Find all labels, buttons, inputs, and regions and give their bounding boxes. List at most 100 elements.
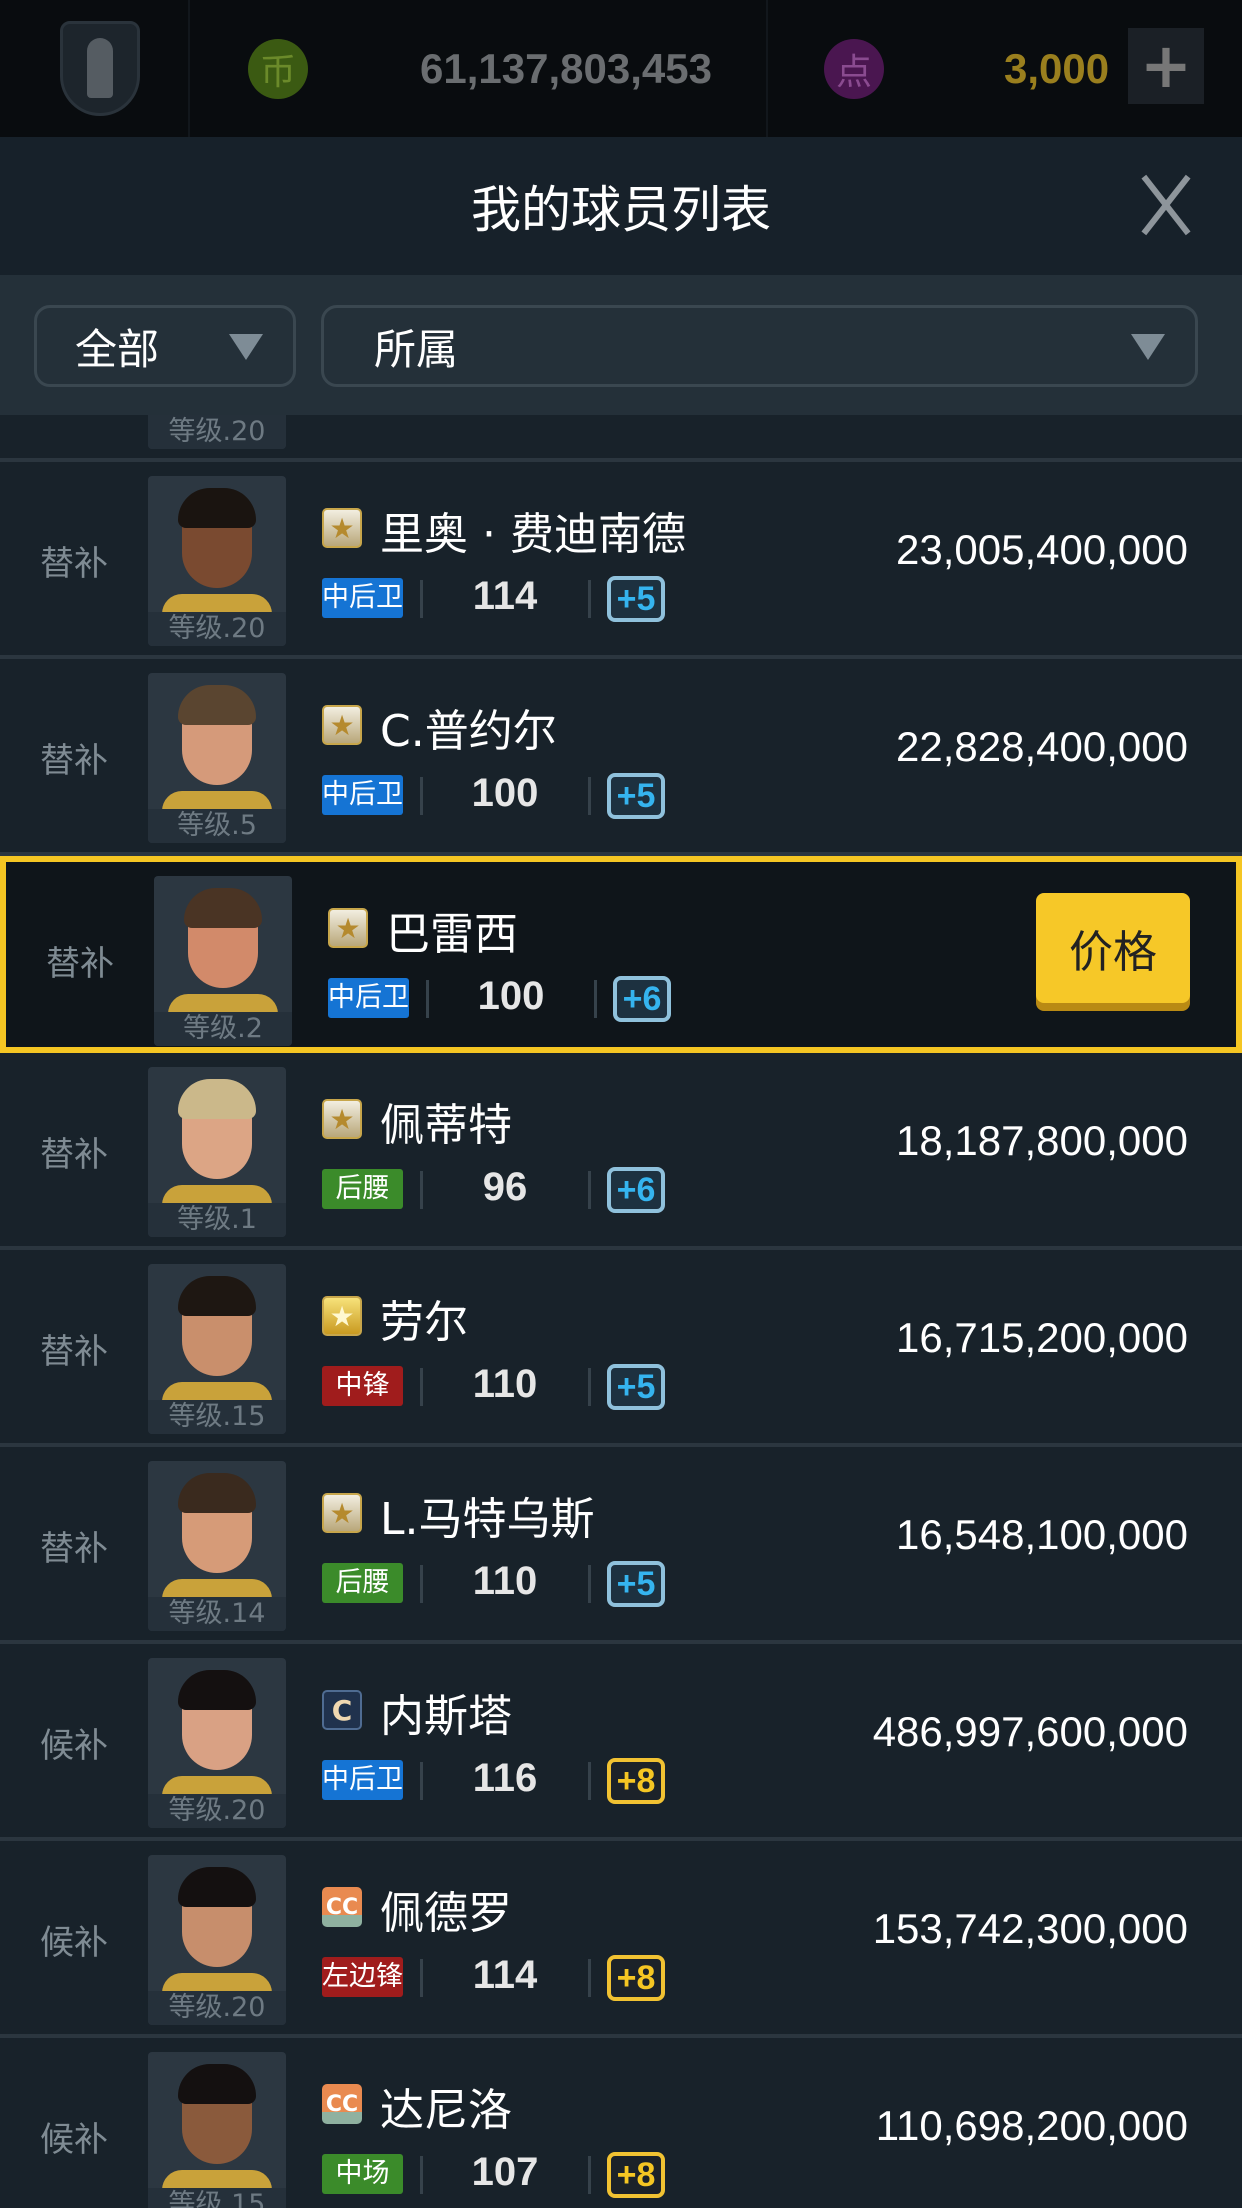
player-name: 佩蒂特: [380, 1100, 512, 1151]
portrait-hair: [178, 1276, 256, 1316]
grade-star-icon: ★: [322, 1099, 362, 1139]
club-shield-icon: [60, 21, 140, 116]
points-value: 3,000: [1004, 44, 1110, 92]
enhance-badge: +5: [607, 773, 665, 819]
points-icon: 点: [824, 38, 884, 99]
grade-c-icon: C: [322, 1690, 362, 1730]
player-rating: 100: [477, 974, 545, 1018]
divider: [420, 2156, 423, 2194]
divider: [588, 2156, 591, 2194]
portrait-shirt: [162, 1185, 272, 1205]
price-button[interactable]: 价格: [1036, 893, 1190, 1003]
player-avatar: 等级.20: [148, 415, 286, 449]
enhance-badge: +6: [613, 976, 671, 1022]
player-row[interactable]: 候补 等级.15 CC 达尼洛 中场 107 +8 110,698,200,00…: [0, 2038, 1242, 2208]
dialog-header: 我的球员列表: [0, 137, 1242, 275]
grade-star-gold-icon: ★: [322, 1296, 362, 1336]
player-name: 达尼洛: [380, 2085, 512, 2136]
player-rating: 100: [471, 771, 539, 815]
enhance-badge: +8: [607, 1955, 665, 2001]
player-level: 等级.5: [148, 809, 286, 843]
player-rating: 116: [472, 1756, 538, 1800]
position-badge: 左边锋: [322, 1957, 403, 1997]
divider: [588, 1959, 591, 1997]
portrait-shirt: [162, 1973, 272, 1993]
divider: [588, 1565, 591, 1603]
player-row[interactable]: 候补 等级.20 CC 佩德罗 左边锋 114 +8 153,742,300,0…: [0, 1841, 1242, 2038]
portrait-hair: [178, 2064, 256, 2104]
position-badge: 中后卫: [322, 578, 403, 618]
enhance-badge: +5: [607, 576, 665, 622]
grade-star-icon: ★: [328, 908, 368, 948]
divider: [588, 1762, 591, 1800]
portrait-shirt: [168, 994, 278, 1014]
portrait-hair: [178, 1079, 256, 1119]
portrait-shirt: [162, 594, 272, 614]
chevron-down-icon: [1131, 334, 1165, 360]
player-price: 22,828,400,000: [896, 723, 1188, 770]
player-price: 153,742,300,000: [872, 1905, 1188, 1952]
divider: [588, 1171, 591, 1209]
page-title: 我的球员列表: [471, 181, 771, 239]
position-badge: 中后卫: [322, 1760, 403, 1800]
player-status: 替补: [46, 944, 114, 984]
grade-cc-icon: CC: [322, 2084, 362, 2124]
divider: [588, 777, 591, 815]
grade-star-icon: ★: [322, 1493, 362, 1533]
player-price: 18,187,800,000: [896, 1117, 1188, 1164]
player-row[interactable]: 替补 等级.2 ★ 巴雷西 中后卫 100 +6 价格: [0, 856, 1242, 1053]
player-level: 等级.1: [148, 1203, 286, 1237]
divider: [420, 777, 423, 815]
enhance-badge: +8: [607, 2152, 665, 2198]
divider: [588, 580, 591, 618]
player-status: 候补: [40, 1923, 108, 1963]
enhance-badge: +6: [607, 1167, 665, 1213]
player-list[interactable]: 等级.20 替补 等级.20 ★ 里奥 · 费迪南德 中后卫 114 +5 23…: [0, 415, 1242, 2208]
divider: [420, 1171, 423, 1209]
player-row[interactable]: 替补 等级.14 ★ L.马特乌斯 后腰 110 +5 16,548,100,0…: [0, 1447, 1242, 1644]
portrait-hair: [178, 1670, 256, 1710]
currency-bar: 币 61,137,803,453 点 3,000 +: [0, 0, 1242, 137]
add-points-button[interactable]: +: [1128, 28, 1204, 104]
player-avatar: 等级.5: [148, 673, 286, 843]
divider: [426, 980, 429, 1018]
player-price: 486,997,600,000: [872, 1708, 1188, 1755]
player-row[interactable]: 替补 等级.1 ★ 佩蒂特 后腰 96 +6 18,187,800,000: [0, 1053, 1242, 1250]
divider: [594, 980, 597, 1018]
player-level: 等级.2: [154, 1012, 292, 1046]
enhance-badge: +5: [607, 1364, 665, 1410]
player-level: 等级.20: [148, 1794, 286, 1828]
player-rating: 107: [471, 2150, 539, 2194]
filter-bar: 全部 所属: [0, 275, 1242, 415]
portrait-hair: [184, 888, 262, 928]
club-badge[interactable]: [0, 0, 190, 137]
position-badge: 中场: [322, 2154, 403, 2194]
divider: [420, 580, 423, 618]
player-avatar: 等级.20: [148, 1658, 286, 1828]
player-status: 替补: [40, 1135, 108, 1175]
player-row-partial[interactable]: 等级.20: [0, 415, 1242, 462]
player-level: 等级.15: [148, 2188, 286, 2208]
player-rating: 110: [472, 1559, 538, 1603]
portrait-shirt: [162, 2170, 272, 2190]
category-value: 全部: [75, 324, 160, 374]
grade-star-icon: ★: [322, 508, 362, 548]
player-price: 16,548,100,000: [896, 1511, 1188, 1558]
player-price: 16,715,200,000: [896, 1314, 1188, 1361]
player-status: 替补: [40, 1332, 108, 1372]
player-row[interactable]: 候补 等级.20 C 内斯塔 中后卫 116 +8 486,997,600,00…: [0, 1644, 1242, 1841]
player-row[interactable]: 替补 等级.15 ★ 劳尔 中锋 110 +5 16,715,200,000: [0, 1250, 1242, 1447]
player-row[interactable]: 替补 等级.5 ★ C.普约尔 中后卫 100 +5 22,828,400,00…: [0, 659, 1242, 856]
divider: [588, 1368, 591, 1406]
category-dropdown[interactable]: 全部: [34, 305, 296, 387]
portrait-hair: [178, 1473, 256, 1513]
close-icon[interactable]: [1136, 175, 1196, 235]
portrait-shirt: [162, 1382, 272, 1402]
player-status: 替补: [40, 1529, 108, 1569]
player-avatar: 等级.15: [148, 1264, 286, 1434]
player-name: 劳尔: [380, 1297, 468, 1348]
player-row[interactable]: 替补 等级.20 ★ 里奥 · 费迪南德 中后卫 114 +5 23,005,4…: [0, 462, 1242, 659]
affiliation-dropdown[interactable]: 所属: [321, 305, 1198, 387]
portrait-hair: [178, 1867, 256, 1907]
player-avatar: 等级.1: [148, 1067, 286, 1237]
